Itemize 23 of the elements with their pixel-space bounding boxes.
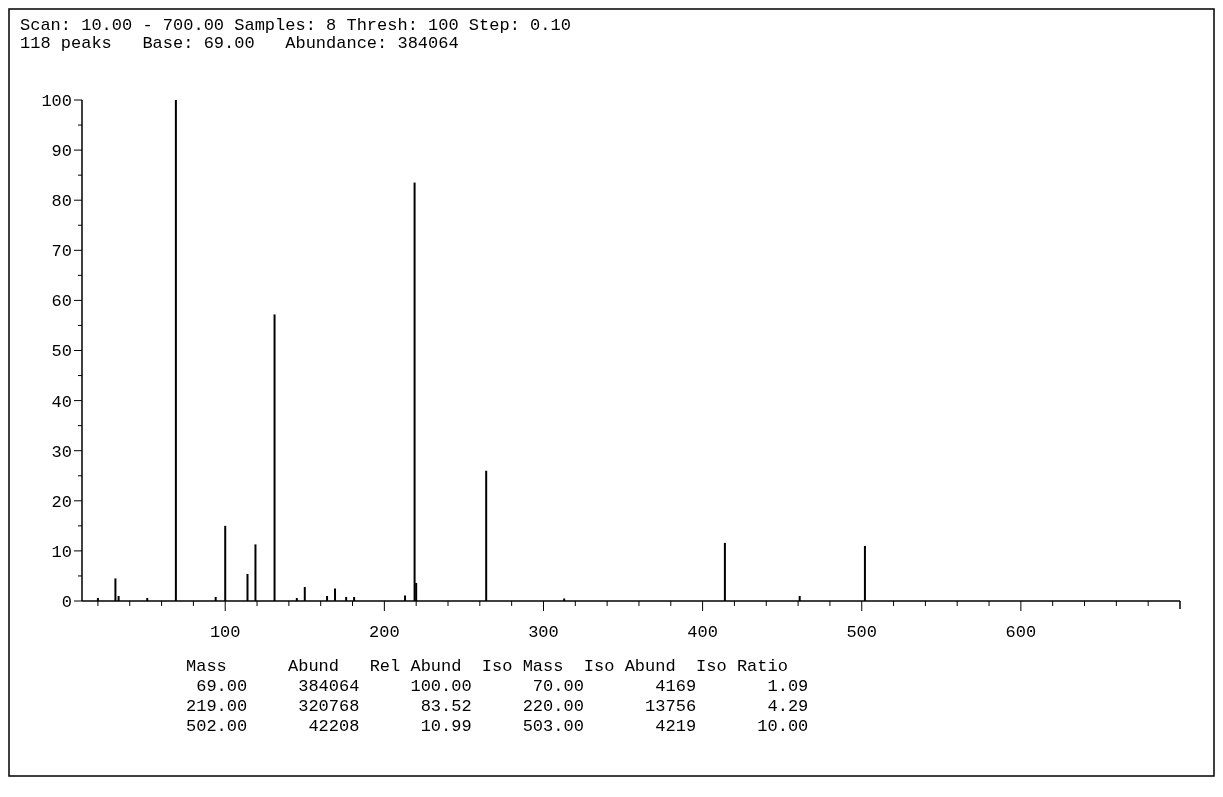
- chart-title: Scan: 10.00 - 700.00 Samples: 8 Thresh: 100 Step: 0.10: [20, 16, 571, 35]
- y-tick-label: 50: [51, 342, 72, 362]
- y-tick-label: 90: [51, 142, 72, 162]
- x-tick-label: 600: [1005, 623, 1037, 642]
- x-tick-label: 100: [209, 623, 241, 642]
- y-tick-label: 70: [51, 242, 72, 262]
- y-tick-label: 80: [51, 192, 72, 212]
- y-tick-label: 60: [51, 292, 72, 312]
- y-tick-label: 0: [61, 592, 72, 612]
- text: 69.00 384064 100.00 70.00 4169 1.09: [186, 677, 809, 696]
- text: 502.00 42208 10.99 503.00 4219 10.00: [186, 717, 809, 736]
- y-tick-label: 40: [51, 392, 72, 412]
- x-tick-label: 300: [528, 623, 559, 642]
- y-tick-label: 20: [51, 492, 72, 512]
- x-tick-label: 400: [687, 623, 718, 642]
- text: Mass Abund Rel Abund Iso Mass Iso Abund Iso Ratio: [186, 657, 788, 676]
- y-tick-label: 10: [51, 542, 72, 562]
- text: 219.00 320768 83.52 220.00 13756 4.29: [186, 697, 809, 716]
- y-tick-label: 30: [51, 442, 72, 462]
- chart-subtitle: 118 peaks Base: 69.00 Abundance: 384064: [20, 34, 459, 53]
- y-tick-label: 100: [41, 91, 72, 111]
- x-tick-label: 500: [846, 623, 878, 642]
- x-tick-label: 200: [369, 623, 400, 642]
